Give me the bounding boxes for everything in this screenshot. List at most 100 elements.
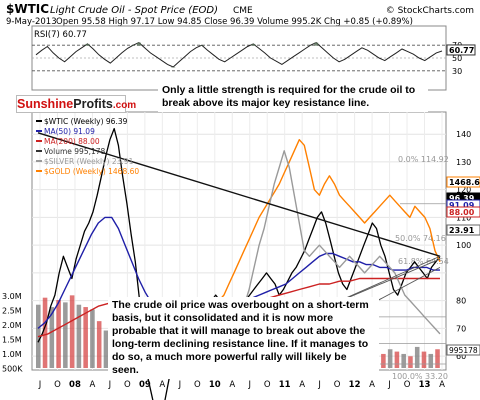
legend-item: MA(50) 91.09 <box>44 127 95 136</box>
fib-label: 50.0% 74.16 <box>395 234 446 243</box>
x-tick-label: O <box>334 380 341 390</box>
x-tick-label: 13 <box>419 380 431 390</box>
x-tick-label: J <box>247 380 251 390</box>
volume-tick-label: 2.5M <box>2 307 22 316</box>
chart-stats: Open 95.58 High 97.17 Low 94.85 Close 96… <box>56 17 413 27</box>
volume-bar <box>387 349 393 368</box>
x-tick-label: A <box>90 380 96 390</box>
volume-bar <box>103 330 109 368</box>
y-tick-label: 80 <box>456 297 466 306</box>
volume-tick-label: 1.5M <box>2 336 22 345</box>
x-tick-label: O <box>194 380 201 390</box>
rsi-tag-box <box>446 44 476 56</box>
x-tick-label: O <box>54 380 61 390</box>
legend-item: MA(200) 88.00 <box>44 137 100 146</box>
series-line-4 <box>218 150 441 346</box>
fib-label: 100.0% 33.20 <box>392 372 448 381</box>
price-tag: 1468.60 <box>449 178 480 187</box>
volume-bar <box>96 321 102 368</box>
x-tick-label: J <box>387 380 391 390</box>
chart-date: 9-May-2013 <box>6 17 57 27</box>
volume-tick-label: 500K <box>2 365 23 374</box>
sunshine-profits-logo: SunshineProfits.com <box>16 95 136 113</box>
legend-item: Volume 995,178 <box>44 147 106 156</box>
volume-bar <box>83 307 88 368</box>
rsi-shade <box>131 45 136 46</box>
x-tick-label: O <box>404 380 411 390</box>
volume-bar <box>63 302 68 368</box>
volume-tick-label: 3.0M <box>2 292 22 301</box>
rsi-shade <box>199 45 204 46</box>
volume-tick-label: 2.0M <box>2 321 22 330</box>
x-tick-label: J <box>178 380 182 390</box>
volume-bar <box>49 307 55 368</box>
y-tick-label: 70 <box>456 324 466 333</box>
chart-name: Light Crude Oil - Spot Price (EOD) <box>50 5 218 16</box>
price-tag: 96.39 <box>449 194 475 203</box>
volume-bar <box>90 309 95 368</box>
rsi-panel <box>31 25 447 91</box>
x-tick-label: A <box>369 380 375 390</box>
volume-bar <box>42 297 48 368</box>
volume-bar <box>394 351 400 368</box>
logo-part2: Profits <box>73 97 113 111</box>
rsi-value-tag: 60.77 <box>449 46 474 55</box>
rsi-shade <box>251 43 256 46</box>
legend-item: $GOLD (Weekly) 1468.60 <box>44 167 139 176</box>
logo-part3: .com <box>112 100 137 111</box>
y-tick-label: 120 <box>456 186 471 195</box>
rsi-label: RSI(7) 60.77 <box>34 30 87 40</box>
rsi-shade <box>85 43 90 46</box>
logo-part1: Sunshine <box>17 97 74 111</box>
annotation-top: Only a little strength is required for t… <box>158 82 428 112</box>
price-tag-box <box>446 224 480 236</box>
volume-bar <box>408 356 413 368</box>
price-tag-box <box>446 206 480 218</box>
x-tick-label: A <box>299 380 305 390</box>
x-tick-label: J <box>108 380 112 390</box>
x-tick-label: 09 <box>139 380 151 390</box>
y-tick-label: 130 <box>456 158 471 167</box>
fib-label: 0.0% 114.92 <box>398 155 449 164</box>
rsi-shade <box>308 45 313 46</box>
volume-bar <box>421 351 427 368</box>
volume-tag: 995178 <box>449 346 478 355</box>
x-tick-label: 10 <box>209 380 221 390</box>
volume-bar <box>381 353 386 368</box>
x-tick-label: 08 <box>69 380 81 390</box>
chart-exchange: CME <box>233 6 253 16</box>
volume-bar <box>76 304 82 368</box>
price-tag-box <box>446 176 480 188</box>
y-tick-label: 100 <box>456 241 471 250</box>
annotation-bottom: The crude oil price was overbought on a … <box>108 297 379 379</box>
x-tick-label: A <box>159 380 165 390</box>
x-tick-label: 11 <box>279 380 291 390</box>
rsi-level-label: 30 <box>452 67 462 76</box>
y-tick-label: 60 <box>456 352 466 361</box>
x-tick-label: O <box>124 380 131 390</box>
volume-bar <box>428 353 434 368</box>
price-tag: 23.91 <box>449 226 475 235</box>
rsi-shade <box>314 42 319 46</box>
rsi-shade <box>171 66 176 68</box>
legend-item: $WTIC (Weekly) 96.39 <box>44 117 128 126</box>
legend-item: $SILVER (Weekly) 23.91 <box>44 157 134 166</box>
trendline <box>37 132 441 257</box>
volume-bar <box>69 295 75 368</box>
rsi-level-label: 50 <box>452 54 462 63</box>
volume-bar <box>401 353 406 368</box>
x-tick-label: O <box>264 380 271 390</box>
x-tick-label: 12 <box>349 380 361 390</box>
chart-symbol: $WTIC <box>6 2 49 16</box>
price-tag: 88.00 <box>449 208 475 217</box>
x-tick-label: A <box>439 380 445 390</box>
rsi-line <box>35 42 443 68</box>
price-tag: 91.09 <box>449 201 475 210</box>
y-tick-label: 110 <box>456 213 471 222</box>
chart-watermark: © StockCharts.com <box>386 6 474 16</box>
volume-bar <box>435 349 440 368</box>
volume-tick-label: 1.0M <box>2 350 22 359</box>
x-tick-label: J <box>317 380 321 390</box>
